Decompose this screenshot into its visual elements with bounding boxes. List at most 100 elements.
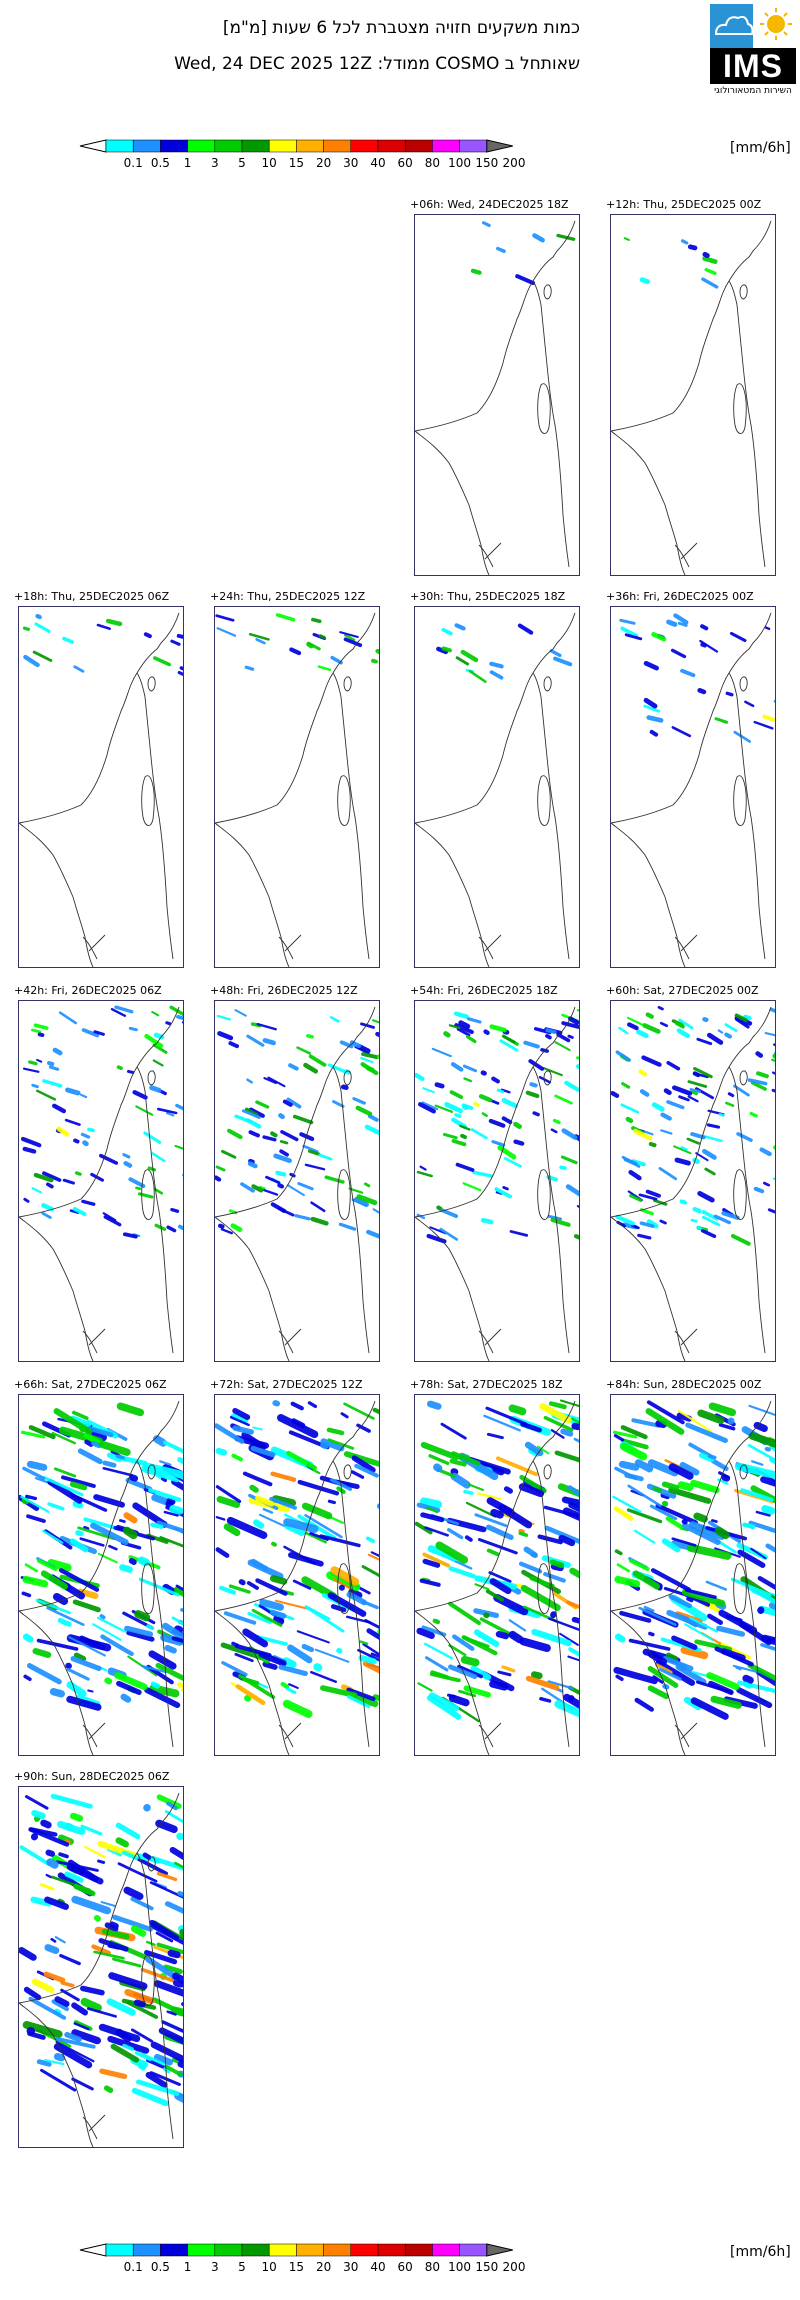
map-outline — [611, 1400, 772, 1755]
forecast-map — [18, 606, 184, 968]
gulf-outline — [82, 1328, 106, 1354]
dead-sea-outline — [537, 775, 551, 826]
legend-threshold-label: 60 — [397, 2260, 413, 2274]
gulf-outline — [674, 934, 698, 960]
legend-threshold-label: 3 — [210, 156, 219, 170]
legend-swatch-7 — [296, 2243, 324, 2257]
forecast-panel-label: +84h: Sun, 28DEC2025 00Z — [606, 1378, 762, 1391]
lake-outline — [343, 676, 352, 692]
legend-threshold-label: 80 — [424, 2260, 441, 2274]
forecast-panel-label: +48h: Fri, 26DEC2025 12Z — [210, 984, 358, 997]
lake-outline — [543, 284, 552, 300]
forecast-panel: +84h: Sun, 28DEC2025 00Z — [606, 1378, 776, 1758]
legend-threshold-label: 20 — [315, 156, 332, 170]
legend-colorbar — [79, 2243, 513, 2257]
coastline — [19, 1006, 180, 1218]
legend-threshold-label: 80 — [424, 156, 441, 170]
legend-threshold-label: 0.1 — [123, 2260, 143, 2274]
border-line — [136, 672, 174, 960]
dead-sea-outline — [337, 1169, 351, 1220]
border-line — [415, 430, 490, 575]
legend-swatch-11 — [404, 2243, 433, 2257]
forecast-panel: +66h: Sat, 27DEC2025 06Z — [14, 1378, 184, 1758]
dead-sea-outline — [141, 1563, 155, 1614]
color-legend-top: 0.1 0.5 1 3 5 10 15 20 30 40 60 80 100 150 200 [mm/6h] — [78, 136, 791, 172]
forecast-map — [610, 606, 776, 968]
forecast-map — [214, 1394, 380, 1756]
legend-swatch-5 — [241, 2243, 270, 2257]
coastline — [415, 1400, 576, 1612]
forecast-panel-label: +24h: Thu, 25DEC2025 12Z — [210, 590, 366, 603]
legend-threshold-label: 20 — [315, 2260, 332, 2274]
gulf-outline — [674, 1722, 698, 1748]
gulf-outline — [478, 1722, 502, 1748]
legend-swatch-5 — [241, 139, 270, 153]
map-outline — [215, 612, 376, 967]
border-line — [728, 1460, 766, 1748]
legend-swatch-2 — [160, 139, 188, 153]
legend-swatch-10 — [377, 2243, 406, 2257]
coastline — [611, 1400, 772, 1612]
precipitation-field — [415, 1399, 579, 1723]
legend-threshold-label: 200 — [502, 2260, 526, 2274]
forecast-map — [414, 214, 580, 576]
map-outline — [415, 1006, 576, 1361]
legend-threshold-label: 1 — [183, 2260, 192, 2274]
legend-threshold-label: 15 — [288, 156, 305, 170]
dead-sea-outline — [141, 1169, 155, 1220]
logo-subtitle: השירות המטאורולוגי — [714, 86, 792, 96]
border-line — [728, 280, 766, 568]
border-line — [332, 1460, 370, 1748]
forecast-panel-label: +60h: Sat, 27DEC2025 00Z — [606, 984, 759, 997]
lake-outline — [543, 1070, 552, 1086]
lake-outline — [739, 284, 748, 300]
border-line — [332, 672, 370, 960]
coastline — [215, 612, 376, 824]
gulf-outline — [478, 934, 502, 960]
border-line — [136, 1066, 174, 1354]
logo-weather-graphic — [710, 4, 796, 48]
legend-swatch-8 — [323, 139, 352, 153]
forecast-panel: +12h: Thu, 25DEC2025 00Z — [606, 198, 776, 578]
legend-swatch-3 — [187, 2243, 216, 2257]
map-outline — [415, 1400, 576, 1755]
forecast-panel: +30h: Thu, 25DEC2025 18Z — [410, 590, 580, 970]
dead-sea-outline — [141, 1955, 155, 2006]
forecast-panel: +54h: Fri, 26DEC2025 18Z — [410, 984, 580, 1364]
lake-outline — [543, 1464, 552, 1480]
forecast-panel: +06h: Wed, 24DEC2025 18Z — [410, 198, 580, 578]
legend-swatch-0 — [105, 139, 134, 153]
forecast-panel-label: +72h: Sat, 27DEC2025 12Z — [210, 1378, 363, 1391]
legend-threshold-label: 5 — [238, 156, 246, 170]
map-outline — [611, 220, 772, 575]
forecast-panel-label: +90h: Sun, 28DEC2025 06Z — [14, 1770, 170, 1783]
border-line — [532, 672, 570, 960]
gulf-outline — [478, 542, 502, 568]
forecast-map — [18, 1394, 184, 1756]
legend-swatch-4 — [214, 139, 243, 153]
forecast-panel-label: +42h: Fri, 26DEC2025 06Z — [14, 984, 162, 997]
precipitation-field — [19, 1402, 183, 1711]
precipitation-field — [19, 1793, 183, 2109]
legend-threshold-label: 100 — [448, 2260, 472, 2274]
coastline — [19, 1792, 180, 2004]
legend-swatch-1 — [132, 139, 161, 153]
lake-outline — [343, 1464, 352, 1480]
border-line — [728, 1066, 766, 1354]
dead-sea-outline — [337, 1563, 351, 1614]
border-line — [332, 1066, 370, 1354]
forecast-map — [214, 1000, 380, 1362]
precipitation-field — [623, 237, 719, 289]
legend-low-arrow — [79, 139, 107, 153]
legend-threshold-label: 30 — [343, 2260, 359, 2274]
map-outline — [19, 1400, 180, 1755]
legend-low-arrow — [79, 2243, 107, 2257]
border-line — [611, 1610, 686, 1755]
border-line — [136, 1460, 174, 1748]
legend-high-arrow — [486, 2243, 513, 2257]
border-line — [611, 430, 686, 575]
lake-outline — [147, 1856, 156, 1872]
map-outline — [611, 612, 772, 967]
gulf-outline — [82, 1722, 106, 1748]
forecast-panel-label: +30h: Thu, 25DEC2025 18Z — [410, 590, 566, 603]
